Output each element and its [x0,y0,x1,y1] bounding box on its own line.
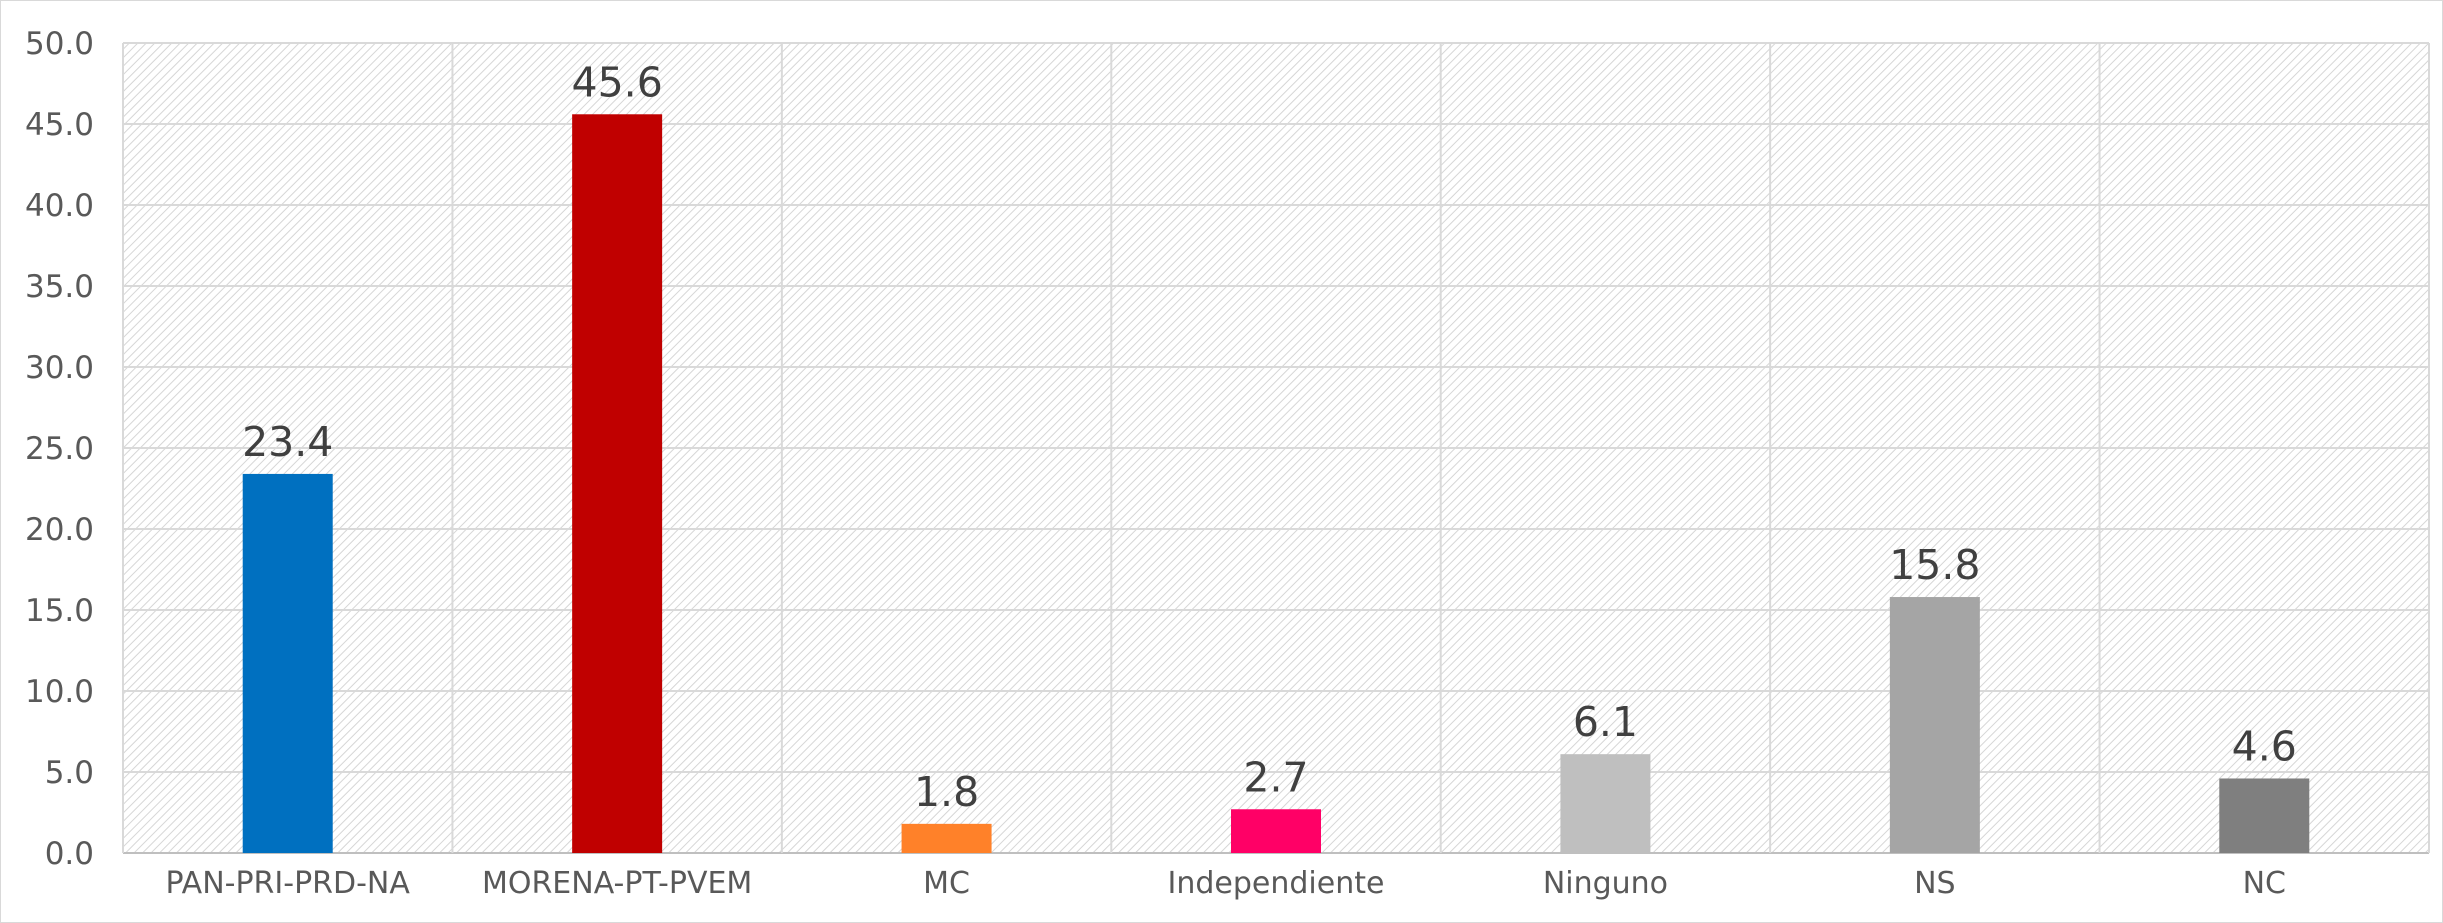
category-label: PAN-PRI-PRD-NA [166,866,411,901]
bar-independiente [1231,809,1321,853]
category-label: NS [1914,866,1955,901]
data-labels: 23.4 45.6 1.8 2.7 6.1 15.8 4.6 [242,58,2297,816]
data-label: 23.4 [242,418,333,466]
bar-ns [1889,597,1980,853]
category-label: Ninguno [1543,866,1668,901]
y-tick-label: 40.0 [25,188,94,224]
data-label: 15.8 [1889,541,1980,589]
y-axis-tick-labels: 0.0 5.0 10.0 15.0 20.0 25.0 30.0 35.0 40.0 45.0 50… [25,26,94,872]
y-tick-label: 30.0 [25,350,94,386]
y-tick-label: 45.0 [25,107,94,143]
y-tick-label: 20.0 [25,512,94,548]
data-label: 6.1 [1573,698,1638,746]
y-tick-label: 0.0 [45,836,94,872]
gridlines [122,42,2430,854]
category-label: Independiente [1168,866,1385,901]
bar-nc [2219,778,2310,853]
x-axis-category-labels: PAN-PRI-PRD-NA MORENA-PT-PVEM MC Independie… [166,866,2286,901]
y-tick-label: 35.0 [25,269,94,305]
category-label: NC [2243,866,2286,901]
y-tick-label: 5.0 [45,755,94,791]
category-label: MC [923,866,970,901]
y-tick-label: 10.0 [25,674,94,710]
bars [242,114,2310,853]
data-label: 45.6 [571,58,662,106]
bar-mc [901,823,992,853]
data-label: 2.7 [1243,753,1308,801]
y-tick-label: 25.0 [25,431,94,467]
data-label: 4.6 [2232,722,2297,770]
bar-ninguno [1560,754,1651,853]
category-label: MORENA-PT-PVEM [482,866,752,901]
y-tick-label: 15.0 [25,593,94,629]
bar-pan-pri-prd-na [242,473,333,853]
y-tick-label: 50.0 [25,26,94,62]
data-label: 1.8 [914,768,979,816]
bar-morena-pt-pvem [572,114,663,853]
